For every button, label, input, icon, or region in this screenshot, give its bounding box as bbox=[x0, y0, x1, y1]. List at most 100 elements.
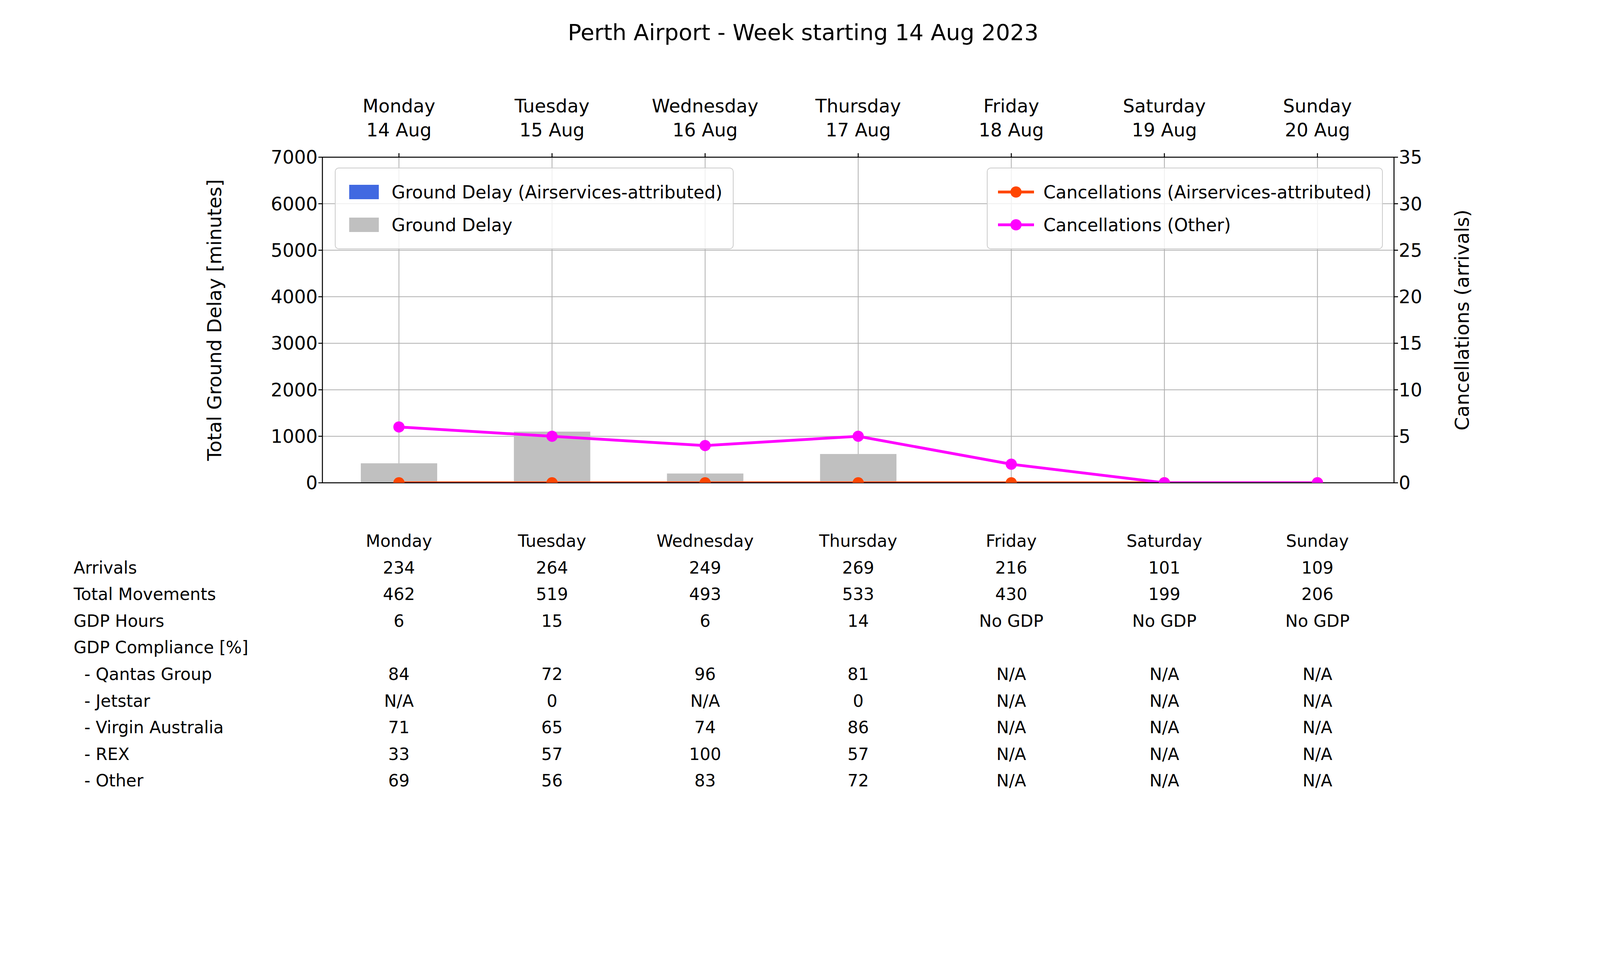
html-text:533: 533 bbox=[842, 584, 875, 605]
html-text:199: 199 bbox=[1148, 584, 1181, 605]
html-text:Sunday: Sunday bbox=[1286, 531, 1349, 551]
html-text:N/A: N/A bbox=[690, 691, 720, 711]
html-text:N/A: N/A bbox=[996, 770, 1027, 791]
html-text:- Qantas Group: - Qantas Group bbox=[73, 664, 212, 684]
html-text:N/A: N/A bbox=[1149, 770, 1180, 791]
html-text:264: 264 bbox=[536, 557, 569, 578]
html-text:No GDP: No GDP bbox=[1132, 611, 1197, 631]
html-text:86: 86 bbox=[847, 717, 869, 738]
html-text:216: 216 bbox=[995, 557, 1028, 578]
html-text:101: 101 bbox=[1148, 557, 1181, 578]
html-text:Total Movements: Total Movements bbox=[73, 584, 216, 605]
html-text:71: 71 bbox=[388, 717, 410, 738]
html-text:Perth Airport - Week starting: Perth Airport - Week starting 14 Aug 202… bbox=[567, 19, 1039, 46]
svg-text:0: 0 bbox=[1398, 472, 1411, 494]
svg-text:Tuesday15 Aug: Tuesday15 Aug bbox=[514, 95, 590, 141]
svg-text:7000: 7000 bbox=[270, 146, 318, 168]
svg-text:6000: 6000 bbox=[270, 193, 318, 215]
svg-text:Wednesday16 Aug: Wednesday16 Aug bbox=[652, 95, 759, 141]
html-text:Wednesday: Wednesday bbox=[656, 531, 754, 551]
html-text:Monday: Monday bbox=[365, 531, 433, 551]
html-text:N/A: N/A bbox=[1302, 744, 1333, 764]
html-text:N/A: N/A bbox=[996, 691, 1027, 711]
svg-text:20: 20 bbox=[1398, 286, 1423, 308]
html-text:N/A: N/A bbox=[996, 664, 1027, 684]
svg-text:Friday18 Aug: Friday18 Aug bbox=[978, 95, 1044, 141]
html-text:15: 15 bbox=[541, 611, 563, 631]
html-text:Saturday: Saturday bbox=[1126, 531, 1203, 551]
html-text:249: 249 bbox=[689, 557, 722, 578]
html-text:72: 72 bbox=[541, 664, 563, 684]
html-text:14: 14 bbox=[847, 611, 869, 631]
html-text:Friday: Friday bbox=[985, 531, 1037, 551]
html-text:81: 81 bbox=[847, 664, 869, 684]
svg-text:35: 35 bbox=[1398, 146, 1423, 168]
svg-text:0: 0 bbox=[306, 472, 318, 494]
html-text:Cancellations (Airservices-att: Cancellations (Airservices-attributed) bbox=[1043, 181, 1372, 203]
svg-text:10: 10 bbox=[1398, 379, 1423, 401]
svg-text:1000: 1000 bbox=[270, 425, 318, 448]
html-text:6: 6 bbox=[393, 611, 405, 631]
html-text:84: 84 bbox=[388, 664, 410, 684]
html-text:234: 234 bbox=[382, 557, 415, 578]
html-text:74: 74 bbox=[694, 717, 716, 738]
html-text:N/A: N/A bbox=[1149, 664, 1180, 684]
html-text:109: 109 bbox=[1301, 557, 1334, 578]
html-text:N/A: N/A bbox=[1302, 691, 1333, 711]
html-text:N/A: N/A bbox=[384, 691, 414, 711]
html-text:- REX: - REX bbox=[73, 744, 130, 764]
html-text:Ground Delay (Airservices-attr: Ground Delay (Airservices-attributed) bbox=[391, 181, 723, 203]
html-text:No GDP: No GDP bbox=[979, 611, 1044, 631]
html-text:6: 6 bbox=[699, 611, 711, 631]
html-text:56: 56 bbox=[541, 770, 563, 791]
html-text:Arrivals: Arrivals bbox=[73, 557, 137, 578]
svg-text:5000: 5000 bbox=[270, 239, 318, 262]
svg-text:Thursday17 Aug: Thursday17 Aug bbox=[815, 95, 902, 141]
html-text:Ground Delay: Ground Delay bbox=[391, 214, 513, 235]
svg-text:3000: 3000 bbox=[270, 332, 318, 354]
svg-text:Sunday20 Aug: Sunday20 Aug bbox=[1283, 95, 1352, 141]
html-text:No GDP: No GDP bbox=[1285, 611, 1350, 631]
html-text:N/A: N/A bbox=[1302, 770, 1333, 791]
html-text:N/A: N/A bbox=[996, 717, 1027, 738]
svg-text:2000: 2000 bbox=[270, 379, 318, 401]
html-text:33: 33 bbox=[388, 744, 410, 764]
html-text:Thursday: Thursday bbox=[819, 531, 898, 551]
html-text:100: 100 bbox=[689, 744, 722, 764]
html-text:N/A: N/A bbox=[1149, 717, 1180, 738]
svg-text:30: 30 bbox=[1398, 193, 1423, 215]
html-text:96: 96 bbox=[694, 664, 716, 684]
html-text:- Jetstar: - Jetstar bbox=[73, 691, 151, 711]
svg-text:15: 15 bbox=[1398, 332, 1423, 354]
html-text:Cancellations (Other): Cancellations (Other) bbox=[1043, 214, 1231, 235]
html-text:N/A: N/A bbox=[996, 744, 1027, 764]
html-text:N/A: N/A bbox=[1302, 664, 1333, 684]
html-text:269: 269 bbox=[842, 557, 875, 578]
html-text:65: 65 bbox=[541, 717, 563, 738]
html-text:206: 206 bbox=[1301, 584, 1334, 605]
html-text:Tuesday: Tuesday bbox=[517, 531, 587, 551]
svg-text:Cancellations (arrivals): Cancellations (arrivals) bbox=[1450, 209, 1474, 431]
html-text:N/A: N/A bbox=[1149, 691, 1180, 711]
html-text:83: 83 bbox=[694, 770, 716, 791]
svg-text:25: 25 bbox=[1398, 239, 1423, 262]
svg-text:Monday14 Aug: Monday14 Aug bbox=[362, 95, 436, 141]
html-text:N/A: N/A bbox=[1149, 744, 1180, 764]
html-text:GDP Hours: GDP Hours bbox=[73, 611, 165, 631]
svg-text:4000: 4000 bbox=[270, 286, 318, 308]
html-text:69: 69 bbox=[388, 770, 410, 791]
html-text:GDP Compliance [%]: GDP Compliance [%] bbox=[73, 637, 249, 658]
svg-text:Saturday19 Aug: Saturday19 Aug bbox=[1122, 95, 1206, 141]
html-text:- Virgin Australia: - Virgin Australia bbox=[73, 717, 224, 738]
html-text:N/A: N/A bbox=[1302, 717, 1333, 738]
svg-text:Total Ground Delay [minutes]: Total Ground Delay [minutes] bbox=[203, 179, 226, 462]
html-text:430: 430 bbox=[995, 584, 1028, 605]
html-text:493: 493 bbox=[689, 584, 722, 605]
html-text:- Other: - Other bbox=[73, 770, 144, 791]
svg-text:5: 5 bbox=[1398, 425, 1411, 448]
html-text:57: 57 bbox=[847, 744, 869, 764]
html-text:72: 72 bbox=[847, 770, 869, 791]
html-text:462: 462 bbox=[382, 584, 415, 605]
html-text:519: 519 bbox=[536, 584, 569, 605]
html-text:57: 57 bbox=[541, 744, 563, 764]
